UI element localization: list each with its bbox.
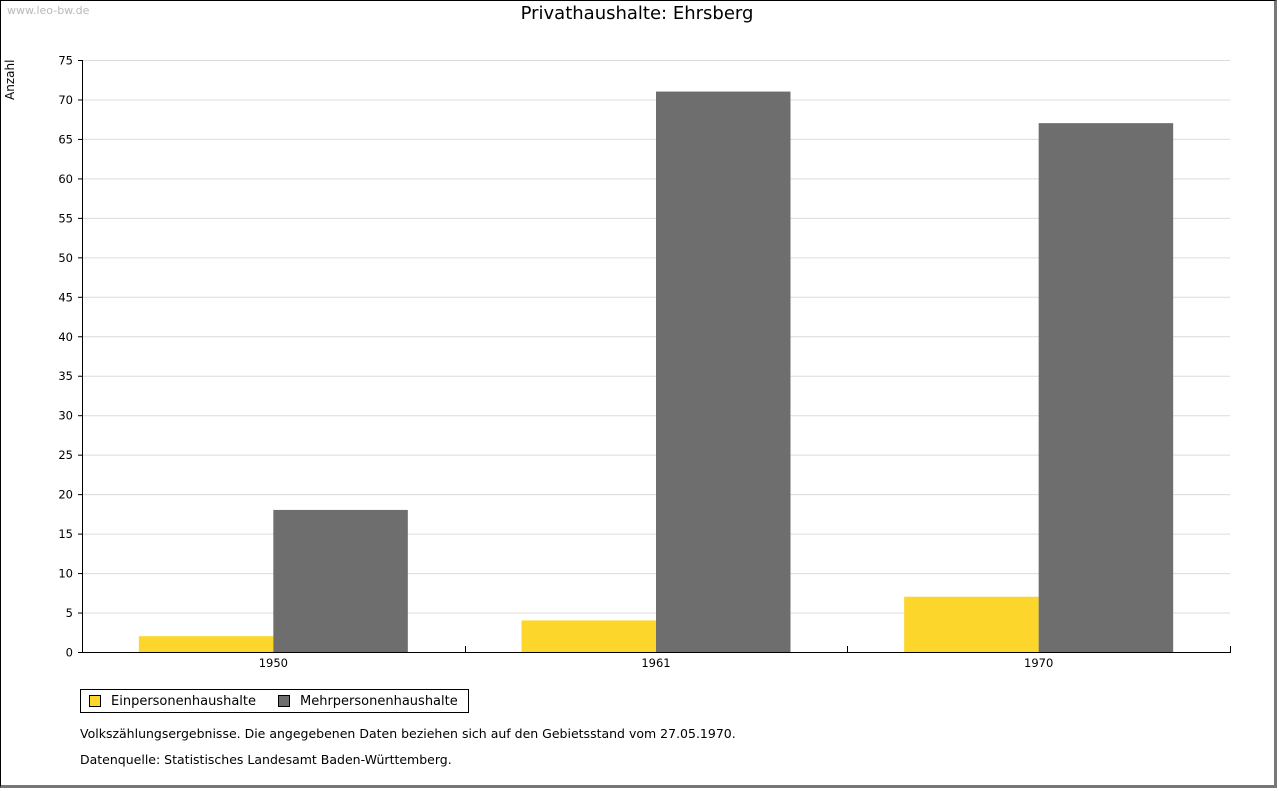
y-tick-label-45: 45 [58,290,73,304]
y-tick-label-50: 50 [58,251,73,265]
y-tick-label-70: 70 [58,93,73,107]
chart-title: Privathaushalte: Ehrsberg [520,3,754,24]
x-tick-label-1950: 1950 [259,656,288,670]
bar-einpersonenhaushalte-1950[interactable] [138,636,274,652]
x-tick-label-1970: 1970 [1024,656,1053,670]
y-tick-label-40: 40 [58,330,73,344]
x-ticks: 1950 1961 1970 [259,646,1231,670]
y-ticks: 0 5 10 15 20 25 30 35 40 45 50 55 60 65 70 75 [58,54,82,660]
y-tick-label-20: 20 [58,488,73,502]
bar-mehrpersonenhaushalte-1970[interactable] [1038,123,1174,652]
y-tick-label-0: 0 [66,646,73,660]
x-tick-label-1961: 1961 [641,656,670,670]
y-tick-label-5: 5 [66,606,73,620]
legend-item-mehrpersonenhaushalte[interactable]: Mehrpersonenhaushalte [278,694,458,709]
y-tick-label-35: 35 [58,369,73,383]
data-source: Datenquelle: Statistisches Landesamt Bad… [80,752,452,767]
legend-label-mehrpersonenhaushalte: Mehrpersonenhaushalte [300,693,458,709]
y-tick-label-30: 30 [58,409,73,423]
legend-label-einpersonenhaushalte: Einpersonenhaushalte [111,693,256,709]
y-tick-label-55: 55 [58,211,73,225]
axes [82,60,1231,653]
bar-einpersonenhaushalte-1970[interactable] [904,596,1039,652]
y-tick-label-60: 60 [58,172,73,186]
y-tick-label-10: 10 [58,567,73,581]
legend-item-einpersonenhaushalte[interactable]: Einpersonenhaushalte [89,694,256,709]
legend: Einpersonenhaushalte Mehrpersonenhaushal… [80,689,469,713]
y-tick-label-75: 75 [58,54,73,68]
footnote: Volkszählungsergebnisse. Die angegebenen… [80,726,736,741]
bars [138,91,1174,652]
watermark[interactable]: www.leo-bw.de [7,4,90,17]
bar-einpersonenhaushalte-1961[interactable] [521,620,657,652]
y-tick-label-65: 65 [58,132,73,146]
y-tick-label-25: 25 [58,448,73,462]
bar-mehrpersonenhaushalte-1950[interactable] [273,509,408,652]
y-tick-label-15: 15 [58,527,73,541]
legend-swatch-mehrpersonenhaushalte [278,695,290,707]
bar-mehrpersonenhaushalte-1961[interactable] [656,91,791,652]
legend-swatch-einpersonenhaushalte [89,695,101,707]
